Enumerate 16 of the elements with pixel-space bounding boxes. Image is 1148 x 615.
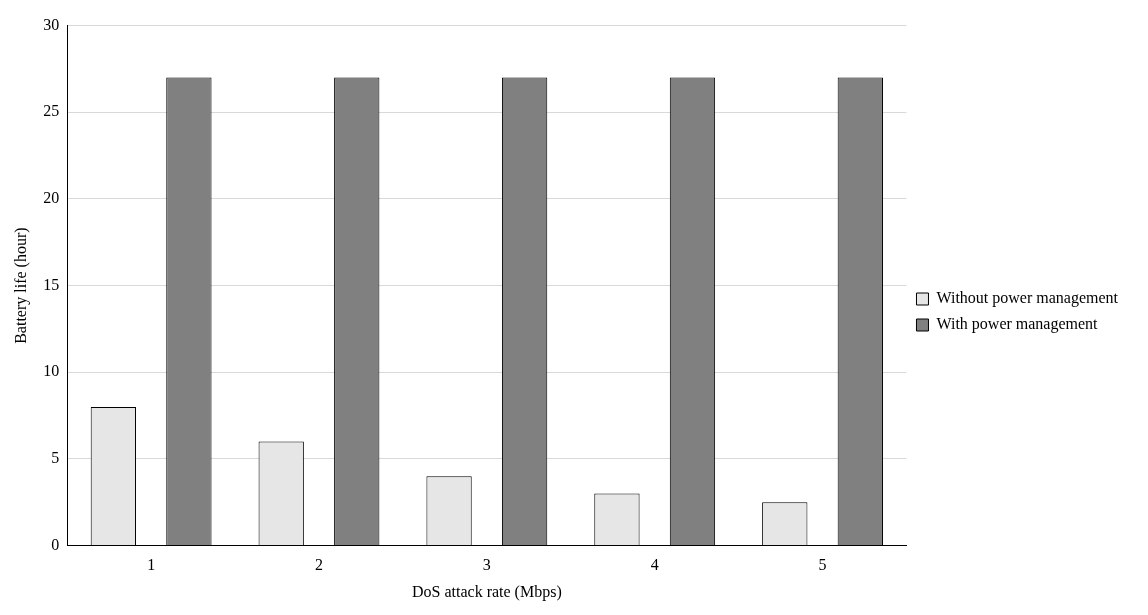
y-tick-label: 20 <box>43 189 60 207</box>
legend-label: Without power management <box>936 289 1119 308</box>
x-tick-label: 1 <box>147 556 156 574</box>
y-tick-label: 25 <box>43 102 60 120</box>
y-axis-title: Battery life (hour) <box>11 227 30 344</box>
x-tick-label: 5 <box>818 556 827 574</box>
x-axis-title: DoS attack rate (Mbps) <box>411 582 562 601</box>
x-tick-label: 3 <box>482 556 491 574</box>
y-tick-label: 30 <box>43 15 60 33</box>
y-tick-label: 5 <box>51 449 60 467</box>
y-tick-label: 10 <box>43 362 60 380</box>
y-tick-label: 0 <box>51 535 60 553</box>
y-tick-label: 15 <box>43 275 60 293</box>
x-tick-label: 2 <box>314 556 323 574</box>
legend-label: With power management <box>936 315 1099 334</box>
x-tick-label: 4 <box>650 556 659 574</box>
